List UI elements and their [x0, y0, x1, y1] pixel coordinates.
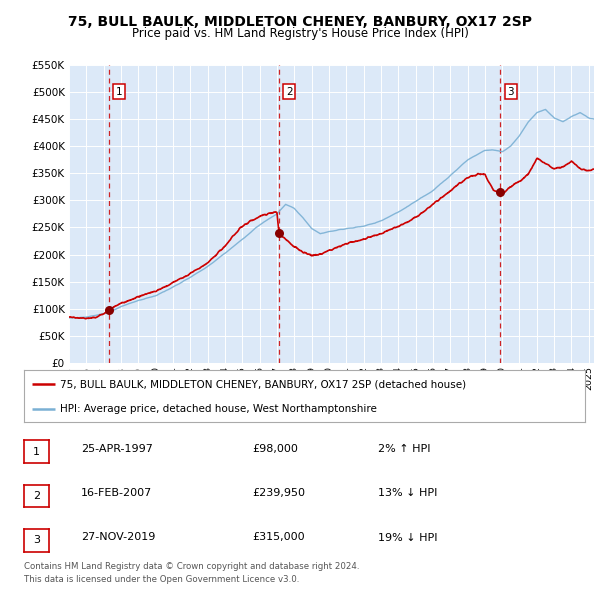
- Text: Price paid vs. HM Land Registry's House Price Index (HPI): Price paid vs. HM Land Registry's House …: [131, 27, 469, 40]
- Text: 75, BULL BAULK, MIDDLETON CHENEY, BANBURY, OX17 2SP (detached house): 75, BULL BAULK, MIDDLETON CHENEY, BANBUR…: [61, 379, 467, 389]
- Text: 13% ↓ HPI: 13% ↓ HPI: [378, 489, 437, 498]
- Text: £315,000: £315,000: [252, 533, 305, 542]
- Text: 25-APR-1997: 25-APR-1997: [81, 444, 153, 454]
- Text: 2% ↑ HPI: 2% ↑ HPI: [378, 444, 431, 454]
- Text: Contains HM Land Registry data © Crown copyright and database right 2024.: Contains HM Land Registry data © Crown c…: [24, 562, 359, 571]
- Text: 27-NOV-2019: 27-NOV-2019: [81, 533, 155, 542]
- Text: 2: 2: [33, 491, 40, 501]
- Text: 1: 1: [33, 447, 40, 457]
- Text: 3: 3: [33, 535, 40, 545]
- Text: 2: 2: [286, 87, 293, 97]
- Text: 16-FEB-2007: 16-FEB-2007: [81, 489, 152, 498]
- Text: This data is licensed under the Open Government Licence v3.0.: This data is licensed under the Open Gov…: [24, 575, 299, 584]
- Text: HPI: Average price, detached house, West Northamptonshire: HPI: Average price, detached house, West…: [61, 404, 377, 414]
- Text: 1: 1: [116, 87, 122, 97]
- Text: 19% ↓ HPI: 19% ↓ HPI: [378, 533, 437, 542]
- Text: £98,000: £98,000: [252, 444, 298, 454]
- Text: 75, BULL BAULK, MIDDLETON CHENEY, BANBURY, OX17 2SP: 75, BULL BAULK, MIDDLETON CHENEY, BANBUR…: [68, 15, 532, 29]
- Text: 3: 3: [508, 87, 514, 97]
- Text: £239,950: £239,950: [252, 489, 305, 498]
